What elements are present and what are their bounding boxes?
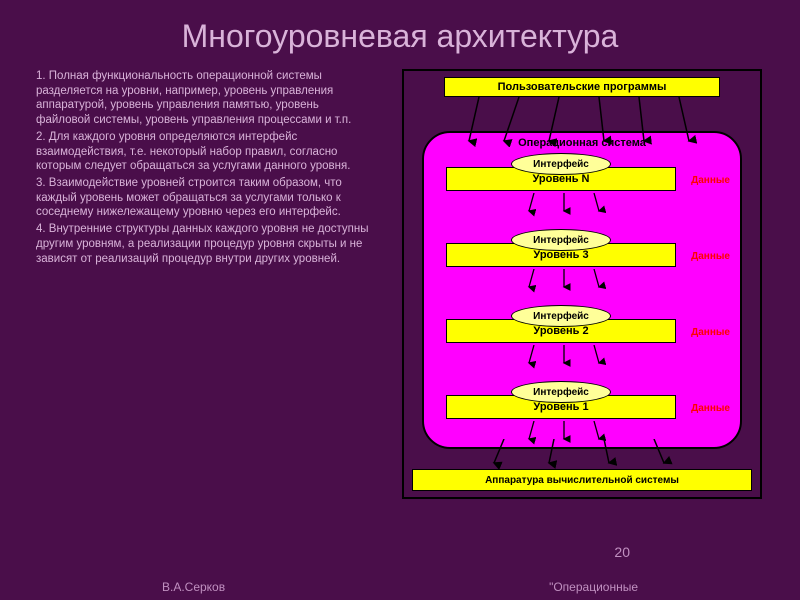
interface-ellipse: Интерфейс	[511, 229, 611, 251]
interface-ellipse: Интерфейс	[511, 305, 611, 327]
data-label: Данные	[691, 403, 730, 414]
bottom-arrows	[444, 439, 724, 469]
para-2: 2. Для каждого уровня определяются интер…	[26, 130, 376, 174]
slide-title: Многоуровневая архитектура	[26, 18, 774, 55]
data-label: Данные	[691, 175, 730, 186]
level-group-0: ИнтерфейсУровень N	[446, 153, 676, 191]
architecture-diagram: Пользовательские программы Опера	[402, 69, 762, 499]
user-programs-box: Пользовательские программы	[444, 77, 720, 97]
para-4: 4. Внутренние структуры данных каждого у…	[26, 222, 376, 266]
para-1: 1. Полная функциональность операционной …	[26, 69, 376, 128]
os-container: Операционная система ИнтерфейсУровень NИ…	[422, 131, 742, 449]
level-group-1: ИнтерфейсУровень 3	[446, 229, 676, 267]
top-arrows	[404, 97, 764, 147]
footer-subject: "Операционные	[549, 580, 638, 594]
footer: В.А.Серков "Операционные	[0, 580, 800, 594]
level-group-3: ИнтерфейсУровень 1	[446, 381, 676, 419]
level-group-2: ИнтерфейсУровень 2	[446, 305, 676, 343]
hardware-box: Аппаратура вычислительной системы	[412, 469, 752, 491]
inter-level-arrows	[504, 269, 624, 293]
interface-ellipse: Интерфейс	[511, 153, 611, 175]
interface-ellipse: Интерфейс	[511, 381, 611, 403]
inter-level-arrows	[504, 193, 624, 217]
data-label: Данные	[691, 327, 730, 338]
inter-level-arrows	[504, 345, 624, 369]
data-label: Данные	[691, 251, 730, 262]
para-3: 3. Взаимодействие уровней строится таким…	[26, 176, 376, 220]
text-column: 1. Полная функциональность операционной …	[26, 69, 376, 582]
page-number: 20	[614, 544, 630, 560]
footer-author: В.А.Серков	[162, 580, 225, 594]
